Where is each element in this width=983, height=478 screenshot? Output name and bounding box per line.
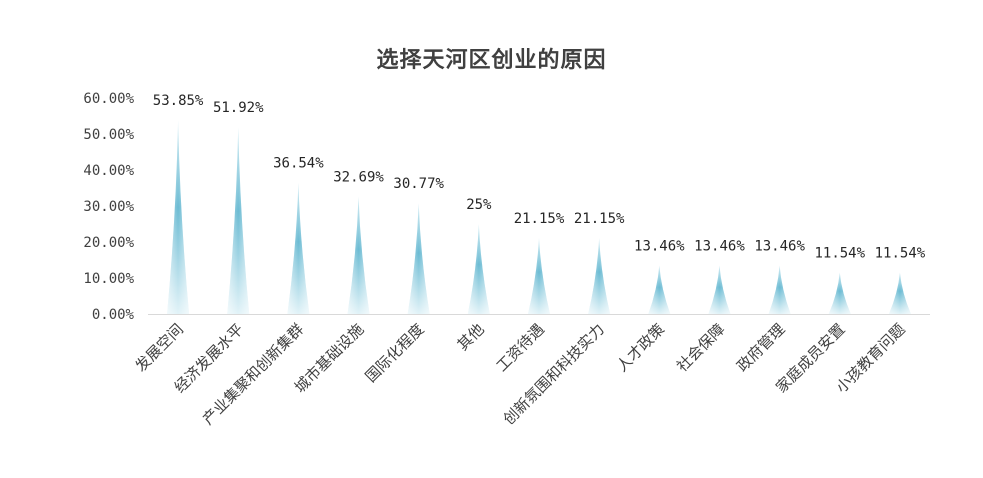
data-label: 21.15% — [514, 211, 565, 227]
bar-highlight — [167, 120, 190, 314]
x-category-label: 政府管理 — [733, 320, 788, 375]
bar-highlight — [347, 196, 370, 314]
y-tick-label: 0.00% — [92, 307, 135, 323]
x-category-label: 社会保障 — [673, 320, 728, 375]
y-tick-label: 10.00% — [83, 271, 134, 287]
y-axis: 0.00% 10.00% 20.00% 30.00% 40.00% 50.00% 60.00… — [83, 91, 134, 323]
bar-highlight — [407, 203, 430, 314]
data-label: 51.92% — [213, 100, 264, 116]
data-label: 30.77% — [393, 176, 444, 192]
data-label: 11.54% — [875, 245, 926, 261]
bar-highlight — [708, 265, 731, 314]
bar-highlight — [768, 265, 791, 314]
bars-group: 53.85% 51.92% 36.54% 32.69% 30.77% 25% 21.15% 2… — [153, 93, 926, 314]
bar-highlight — [648, 265, 671, 314]
x-category-label: 人才政策 — [613, 320, 668, 375]
bar-highlight — [227, 127, 250, 314]
y-tick-label: 20.00% — [83, 235, 134, 251]
data-label: 21.15% — [574, 211, 625, 227]
x-category-label: 国际化程度 — [362, 320, 428, 386]
data-label: 53.85% — [153, 93, 204, 109]
x-category-label: 产业集聚和创新集群 — [199, 320, 307, 428]
x-category-label: 创新氛围和科技实力 — [500, 320, 608, 428]
chart-title: 选择天河区创业的原因 — [376, 48, 607, 73]
y-tick-label: 50.00% — [83, 127, 134, 143]
y-tick-label: 60.00% — [83, 91, 134, 107]
x-category-label: 工资待遇 — [493, 320, 548, 375]
y-tick-label: 30.00% — [83, 199, 134, 215]
bar-highlight — [828, 272, 851, 314]
data-label: 13.46% — [634, 239, 685, 255]
bar-highlight — [588, 237, 611, 314]
bar-highlight — [888, 272, 911, 314]
x-category-label: 发展空间 — [132, 320, 187, 375]
bar-highlight — [528, 237, 550, 314]
bar-highlight — [287, 182, 310, 314]
data-label: 25% — [466, 197, 492, 213]
bar-highlight — [467, 224, 490, 314]
x-category-label: 其他 — [454, 320, 488, 354]
data-label: 11.54% — [814, 245, 865, 261]
data-label: 13.46% — [694, 239, 745, 255]
data-label: 36.54% — [273, 155, 324, 171]
data-label: 13.46% — [754, 239, 805, 255]
y-tick-label: 40.00% — [83, 163, 134, 179]
data-label: 32.69% — [333, 169, 384, 185]
